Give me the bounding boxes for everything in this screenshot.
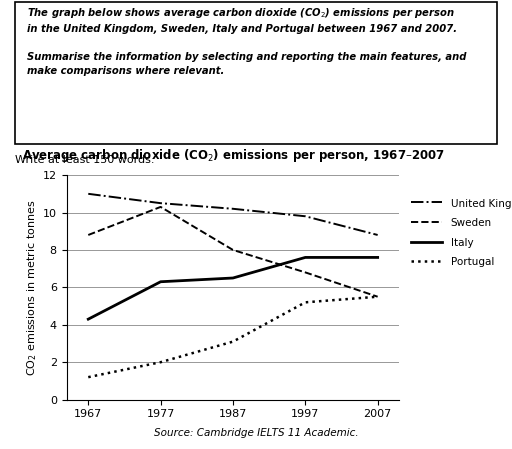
Portugal [158, 360, 164, 365]
United Kingdom [85, 191, 91, 197]
United Kingdom [230, 206, 236, 211]
Sweden [302, 270, 308, 275]
Line: Sweden: Sweden [88, 207, 378, 297]
Portugal [302, 299, 308, 305]
Text: Source: Cambridge IELTS 11 Academic.: Source: Cambridge IELTS 11 Academic. [154, 428, 358, 438]
United Kingdom [302, 214, 308, 219]
Italy [158, 279, 164, 285]
Text: Average carbon dioxide (CO$_2$) emissions per person, 1967–2007: Average carbon dioxide (CO$_2$) emission… [22, 147, 444, 164]
Portugal [85, 374, 91, 380]
Text: Write at least 150 words.: Write at least 150 words. [15, 155, 155, 165]
Sweden [85, 232, 91, 238]
Legend: United Kingdom, Sweden, Italy, Portugal: United Kingdom, Sweden, Italy, Portugal [411, 198, 512, 267]
Portugal [230, 339, 236, 344]
Line: Italy: Italy [88, 257, 378, 319]
FancyBboxPatch shape [15, 2, 497, 144]
Sweden [375, 294, 381, 299]
Line: United Kingdom: United Kingdom [88, 194, 378, 235]
Line: Portugal: Portugal [88, 297, 378, 377]
Text: The graph below shows average carbon dioxide (CO$_2$) emissions per person
in th: The graph below shows average carbon dio… [28, 6, 467, 76]
Italy [230, 275, 236, 281]
Italy [85, 317, 91, 322]
Portugal [375, 294, 381, 299]
Y-axis label: CO$_2$ emissions in metric tonnes: CO$_2$ emissions in metric tonnes [25, 199, 38, 376]
United Kingdom [158, 200, 164, 206]
Sweden [158, 204, 164, 210]
Italy [375, 255, 381, 260]
Sweden [230, 247, 236, 253]
United Kingdom [375, 232, 381, 238]
Italy [302, 255, 308, 260]
